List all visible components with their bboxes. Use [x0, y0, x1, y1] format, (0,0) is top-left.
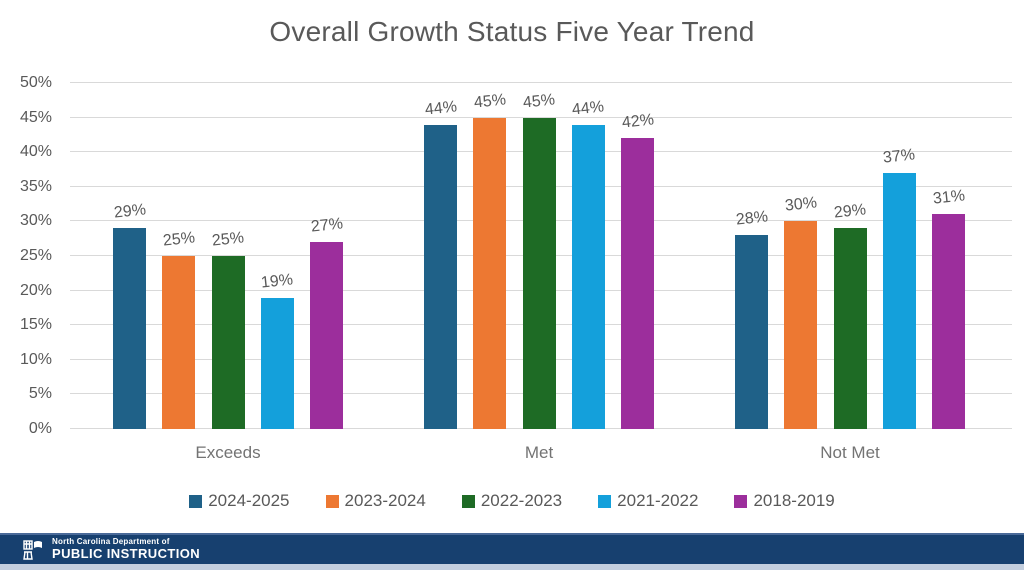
legend-swatch-icon — [598, 494, 612, 508]
bar-value-label: 44% — [571, 97, 606, 119]
legend-label: 2023-2024 — [344, 491, 426, 510]
bar-2018-2019-met: 42% — [621, 112, 654, 429]
y-tick-label: 20% — [19, 281, 52, 299]
chart-title: Overall Growth Status Five Year Trend — [269, 16, 755, 47]
bar-2018-2019-exceeds: 27% — [310, 216, 343, 429]
bar-value-label: 25% — [211, 229, 245, 250]
bar-value-label: 44% — [423, 97, 458, 119]
bar-value-label: 27% — [309, 215, 344, 236]
bar-value-label: 45% — [472, 90, 507, 112]
bar-2018-2019-not-met: 31% — [932, 188, 965, 429]
legend-swatch-icon — [189, 494, 203, 508]
bar-value-label: 37% — [882, 146, 917, 167]
footer-org-text: North Carolina Department of PUBLIC INST… — [52, 538, 200, 560]
bar-value-label: 31% — [931, 187, 966, 209]
bar-2023-2024-met: 45% — [473, 91, 507, 429]
bar-value-label: 45% — [522, 90, 556, 112]
y-tick-label: 5% — [28, 385, 52, 403]
legend-swatch-icon — [734, 494, 748, 508]
legend-label: 2022-2023 — [480, 491, 563, 510]
bar-group-exceeds: 29% 25% 25% 19% 27% — [113, 83, 343, 429]
category-label-met: Met — [524, 443, 554, 462]
category-label-exceeds: Exceeds — [195, 443, 261, 462]
bar-value-label: 29% — [112, 201, 147, 222]
legend-item-2022-2023: 2022-2023 — [461, 491, 563, 511]
y-tick-label: 50% — [19, 74, 52, 91]
y-tick-label: 35% — [19, 177, 52, 195]
category-label-not-met: Not Met — [820, 443, 880, 462]
y-tick-label: 30% — [19, 212, 52, 230]
footer-org-line2: PUBLIC INSTRUCTION — [52, 545, 201, 561]
y-axis-labels: 0% 5% 10% 15% 20% 25% 30% 35% 40% 45% 50% — [0, 74, 58, 437]
bar-group-met: 44% 45% 45% 44% 42% — [424, 83, 654, 429]
bar-value-label: 29% — [833, 201, 867, 222]
bar-group-not-met: 28% 30% 29% 37% 31% — [735, 83, 965, 429]
legend-swatch-icon — [325, 494, 339, 508]
legend-label: 2021-2022 — [617, 491, 699, 510]
bar-2024-2025-exceeds: 29% — [113, 202, 146, 429]
y-tick-label: 15% — [19, 316, 52, 334]
bar-2021-2022-exceeds: 19% — [260, 271, 294, 429]
bar-2021-2022-met: 44% — [571, 98, 605, 429]
bar-2024-2025-met: 44% — [424, 98, 457, 429]
y-tick-label: 25% — [19, 247, 52, 264]
footer: North Carolina Department of PUBLIC INST… — [0, 533, 1024, 572]
legend-item-2023-2024: 2023-2024 — [325, 491, 426, 511]
y-tick-label: 45% — [19, 108, 52, 126]
legend-label: 2018-2019 — [753, 491, 835, 510]
legend: 2024-2025 2023-2024 2022-2023 2021-2022 2018… — [0, 491, 1024, 511]
ncdpi-logo-icon — [22, 539, 44, 561]
bar-2022-2023-met: 45% — [522, 91, 556, 429]
bar-2023-2024-not-met: 30% — [784, 195, 818, 429]
bar-value-label: 19% — [260, 270, 295, 292]
legend-item-2018-2019: 2018-2019 — [734, 491, 835, 511]
legend-label: 2024-2025 — [208, 491, 290, 510]
bar-2022-2023-not-met: 29% — [833, 202, 867, 429]
bar-value-label: 42% — [620, 111, 655, 133]
legend-swatch-icon — [461, 494, 475, 508]
legend-item-2024-2025: 2024-2025 — [189, 491, 290, 511]
plot-area: 29% 25% 25% 19% 27% 44% 45% 45% 44% 42% 28% 30% 29% 3… — [70, 82, 1012, 429]
y-tick-label: 0% — [28, 420, 52, 437]
bar-2021-2022-not-met: 37% — [882, 146, 916, 429]
bar-value-label: 28% — [734, 208, 769, 229]
footer-bar: North Carolina Department of PUBLIC INST… — [0, 533, 1024, 564]
y-tick-label: 10% — [19, 350, 52, 368]
footer-org-line1: North Carolina Department of — [52, 537, 170, 547]
y-tick-label: 40% — [19, 143, 52, 161]
bar-2023-2024-exceeds: 25% — [162, 229, 196, 429]
bar-value-label: 30% — [783, 194, 818, 216]
bar-2022-2023-exceeds: 25% — [211, 229, 245, 429]
gridline — [70, 82, 1012, 83]
gridline — [70, 116, 1012, 118]
bar-value-label: 25% — [161, 229, 196, 250]
legend-item-2021-2022: 2021-2022 — [598, 491, 698, 511]
footer-accent-strip — [0, 564, 1024, 570]
bar-2024-2025-not-met: 28% — [735, 209, 768, 429]
